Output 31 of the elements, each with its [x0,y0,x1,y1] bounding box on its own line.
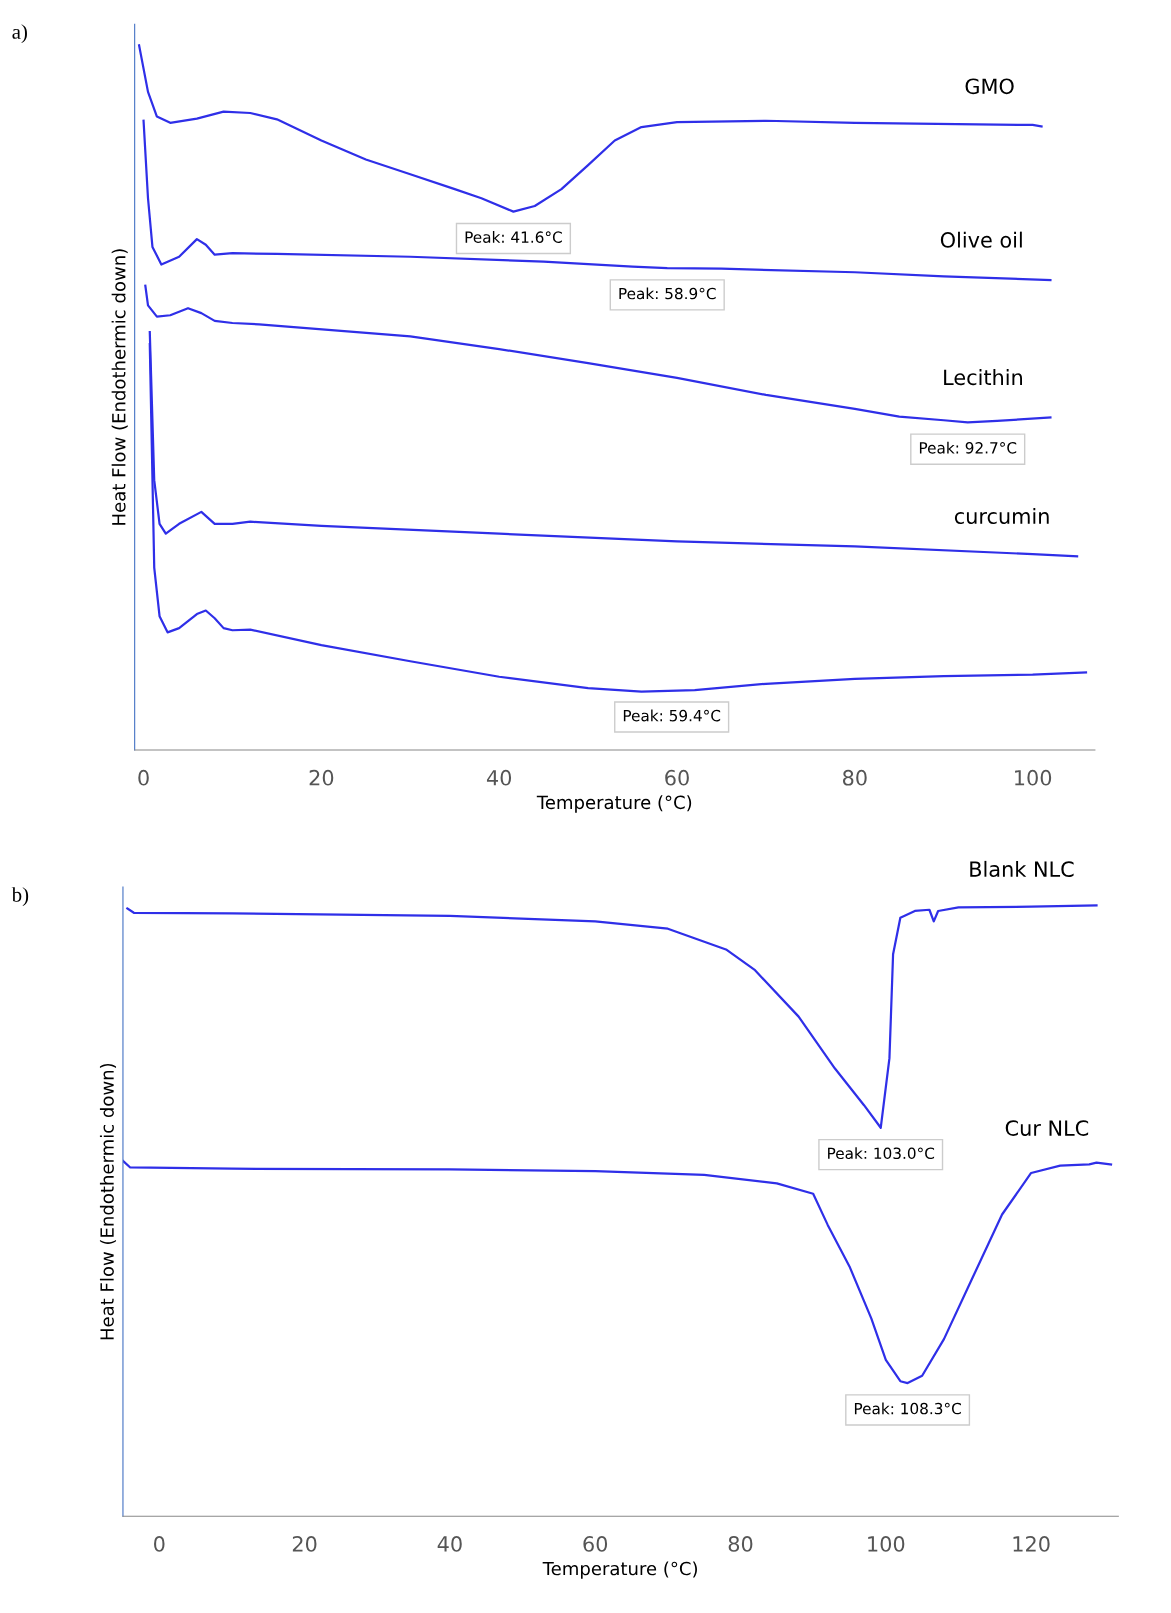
annotation: Peak: 103.0°C [828,1147,935,1160]
series-label: curcumin [954,507,1049,525]
x-tick-label: 40 [437,1536,462,1552]
x-tick-label: 80 [728,1536,753,1552]
x-tick-label: 100 [1015,769,1052,786]
series-label: Blank NLC [970,860,1074,878]
x-tick-label: 20 [309,769,334,786]
y-axis-title: Heat Flow (Endothermic down) [99,1063,117,1340]
x-axis-title: Temperature (°C) [536,795,692,813]
chart-title: b) [11,887,29,907]
annotation: Peak: 59.4°C [623,709,721,722]
x-axis-title: Temperature (°C) [542,1561,697,1579]
series-label: Cur NLC [1005,1120,1089,1136]
x-tick-label: 0 [138,769,149,786]
x-tick-label: 40 [486,769,512,786]
series-label: GMO [965,78,1014,95]
series-label: Lecithin [944,369,1022,386]
chart-title: a) [12,24,27,44]
x-tick-label: 120 [1013,1536,1050,1552]
annotation: Peak: 41.6°C [465,231,562,243]
annotation: Peak: 58.9°C [619,287,716,300]
x-tick-label: 60 [665,769,689,786]
x-tick-label: 60 [583,1536,608,1552]
x-tick-label: 20 [292,1536,317,1552]
y-axis-title: Heat Flow (Endothermic down) [111,249,128,525]
x-tick-label: 100 [868,1536,905,1552]
x-tick-label: 0 [154,1536,165,1552]
x-tick-label: 80 [842,769,867,786]
series-label: Olive oil [940,231,1022,248]
annotation: Peak: 92.7°C [919,441,1017,454]
annotation: Peak: 108.3°C [854,1402,961,1415]
